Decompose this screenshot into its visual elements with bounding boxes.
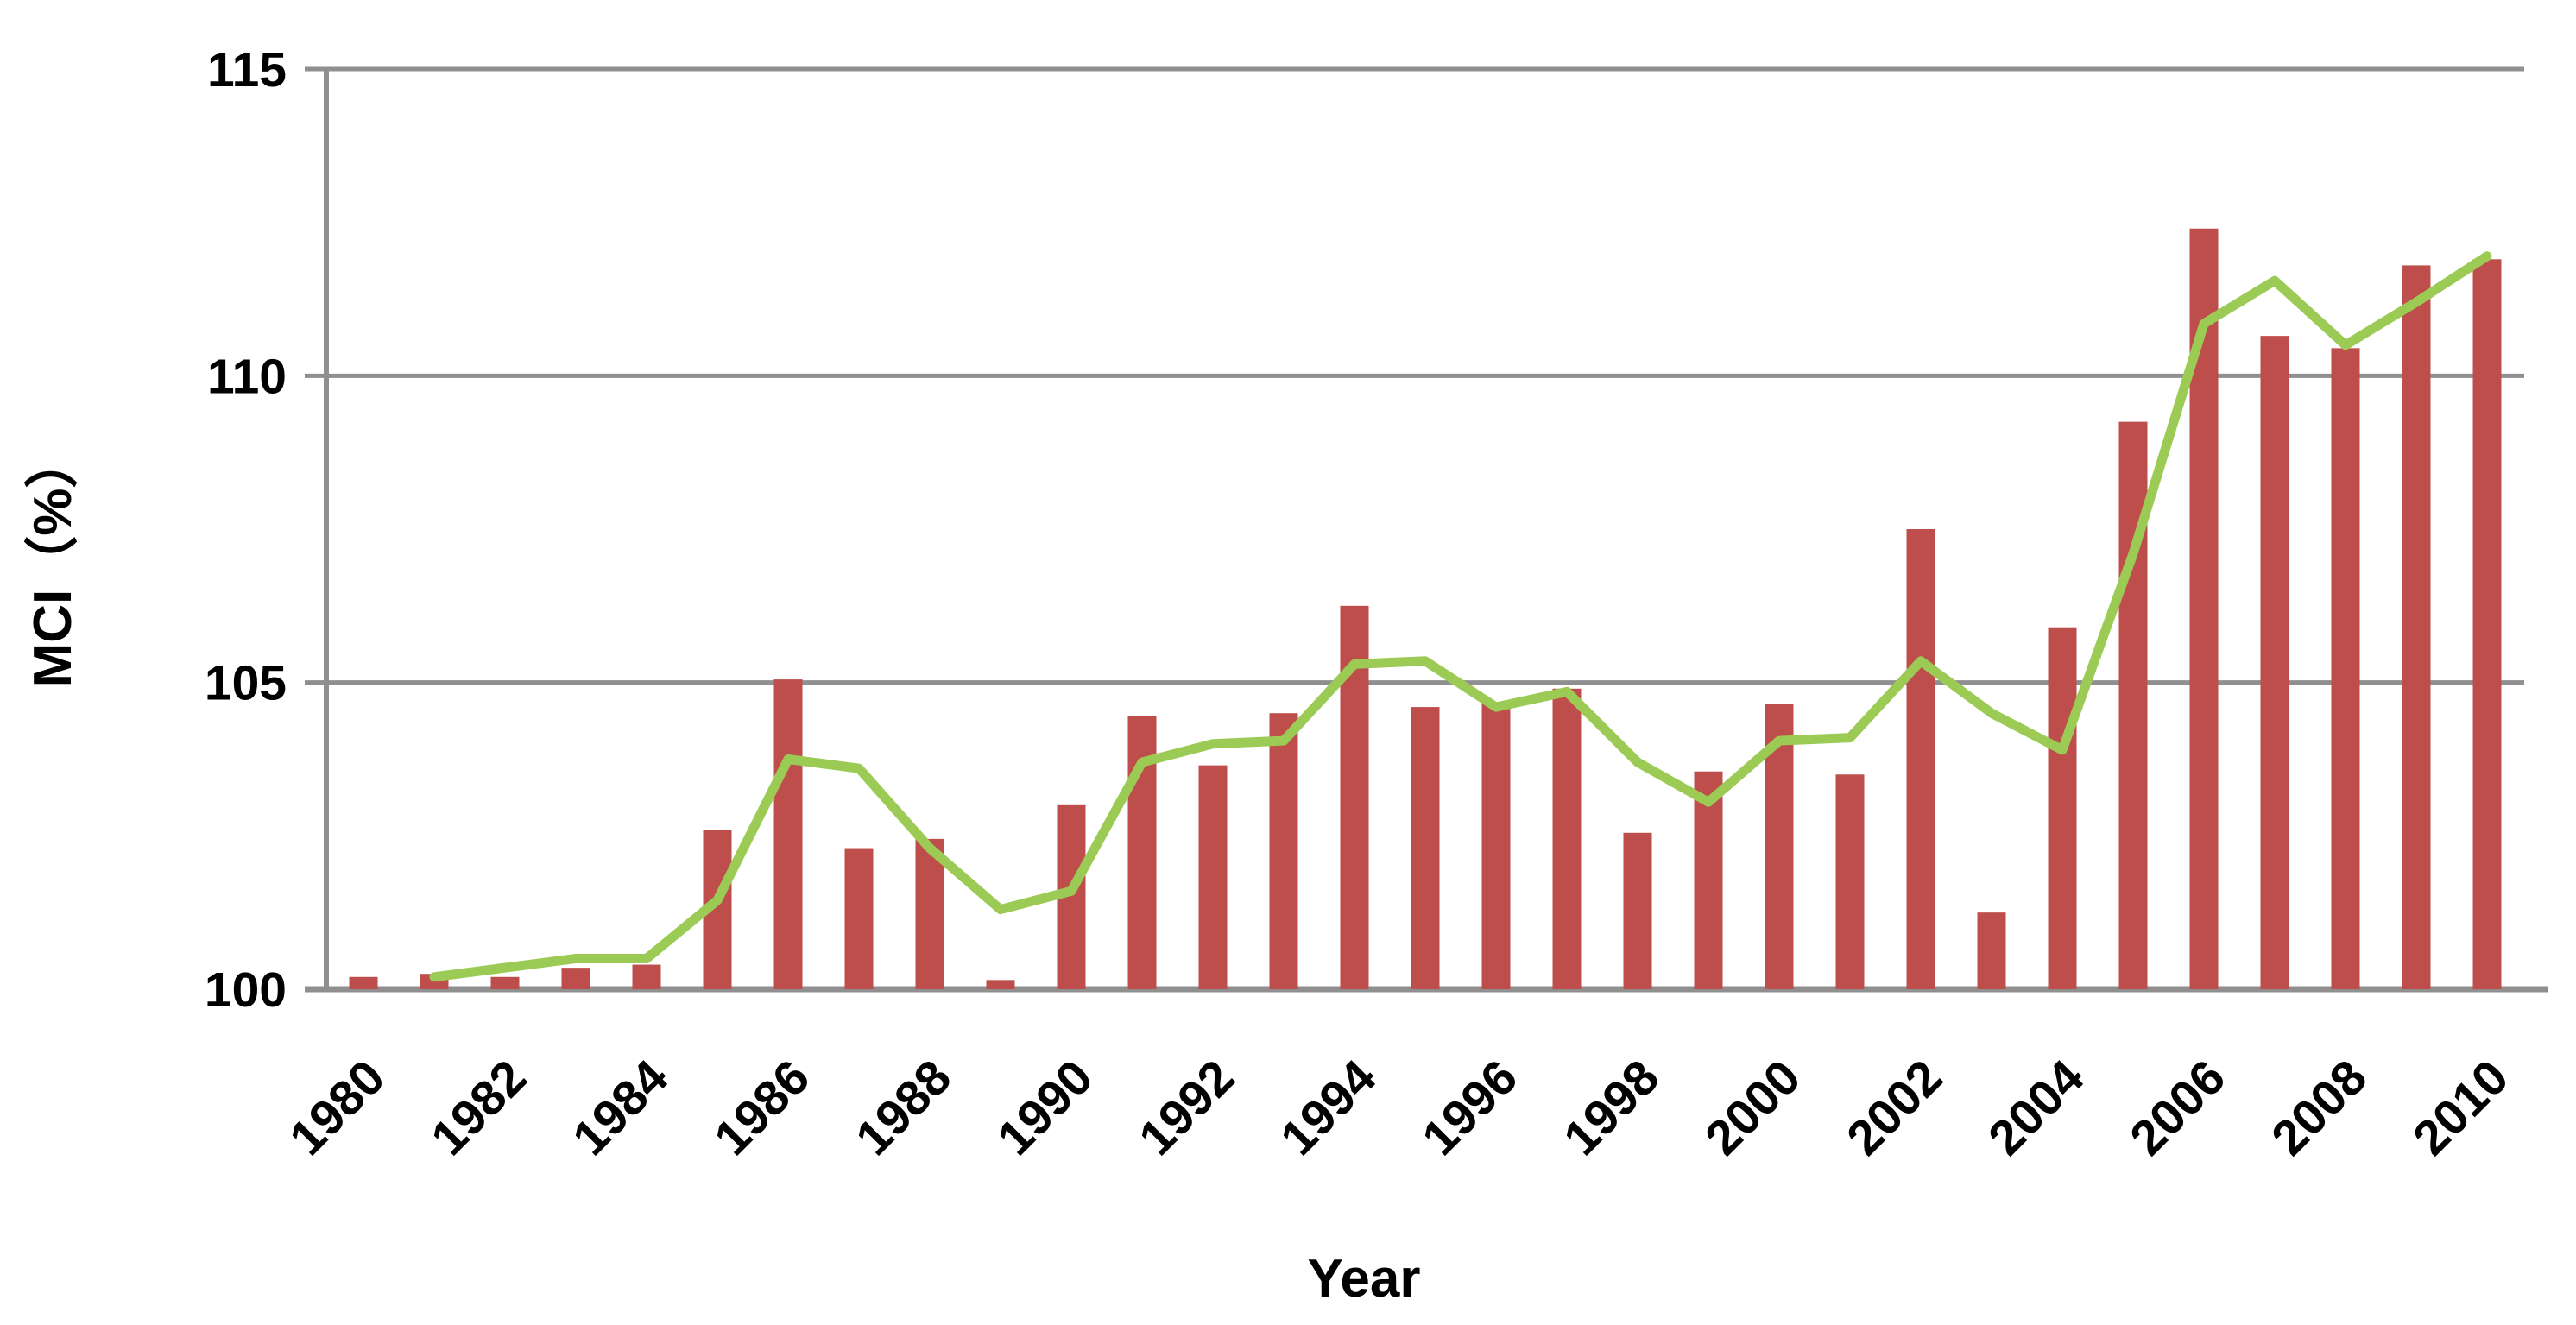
bar-1983: [561, 968, 590, 989]
x-tick-label-1990: 1990: [987, 1050, 1103, 1166]
x-axis-tick-labels: 1980 1982 1984 1986 1988 1990 1992 1994 1996 1998…: [279, 1050, 2519, 1166]
x-tick-label-1988: 1988: [845, 1050, 962, 1166]
y-tick-label-100: 100: [205, 962, 287, 1018]
bar-2007: [2260, 336, 2289, 989]
trend-line-group: [429, 251, 2492, 982]
bar-1995: [1411, 707, 1440, 989]
y-tick-label-110: 110: [207, 349, 287, 404]
x-tick-label-1992: 1992: [1128, 1050, 1245, 1166]
gridlines: [305, 66, 2524, 685]
bar-2010: [2472, 259, 2502, 990]
x-tick-label-2008: 2008: [2261, 1050, 2377, 1166]
bar-2003: [1977, 912, 2006, 989]
bar-2009: [2402, 265, 2431, 989]
bar-1992: [1198, 765, 1228, 989]
x-tick-label-2004: 2004: [1978, 1050, 2094, 1166]
x-tick-label-1980: 1980: [279, 1050, 395, 1166]
bar-1997: [1552, 688, 1582, 989]
bar-2004: [2048, 627, 2077, 989]
bar-2008: [2331, 348, 2360, 989]
bar-1996: [1481, 704, 1511, 989]
y-axis-title: MCI（%）: [22, 435, 83, 688]
bars-group: [349, 228, 2502, 990]
x-tick-label-1986: 1986: [704, 1050, 820, 1166]
bar-1989: [986, 980, 1015, 989]
y-tick-label-105: 105: [205, 656, 287, 711]
bar-1980: [349, 976, 378, 989]
y-tick-label-115: 115: [207, 42, 287, 98]
trend-line: [429, 251, 2492, 982]
y-axis-tick-labels: 100 105 110 115: [205, 42, 287, 1018]
bar-1982: [490, 976, 520, 989]
bar-1986: [773, 679, 803, 989]
bar-1984: [632, 964, 661, 989]
bar-1987: [844, 848, 874, 989]
bar-1988: [915, 838, 944, 989]
x-tick-label-1994: 1994: [1270, 1050, 1386, 1166]
x-tick-label-1996: 1996: [1411, 1050, 1528, 1166]
bar-1993: [1269, 713, 1298, 989]
x-axis-title: Year: [1307, 1249, 1420, 1309]
x-tick-label-2002: 2002: [1836, 1050, 1953, 1166]
x-tick-label-1984: 1984: [562, 1050, 679, 1166]
x-tick-label-2000: 2000: [1695, 1050, 1811, 1166]
bar-2002: [1906, 529, 1935, 989]
bar-1999: [1694, 771, 1723, 989]
x-tick-label-1998: 1998: [1553, 1050, 1670, 1166]
bar-2001: [1835, 774, 1865, 989]
x-tick-label-1982: 1982: [420, 1050, 537, 1166]
bar-1998: [1623, 832, 1652, 989]
x-tick-label-2006: 2006: [2119, 1050, 2236, 1166]
x-tick-label-2010: 2010: [2402, 1050, 2519, 1166]
